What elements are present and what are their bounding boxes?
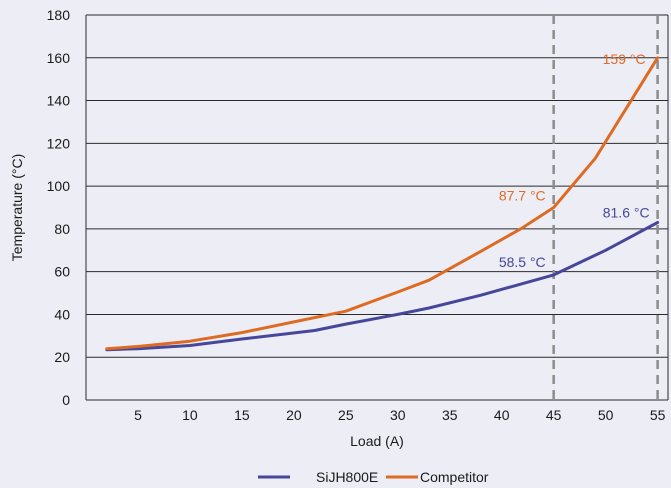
y-tick-label: 160 [47,50,71,66]
y-tick-label: 80 [54,221,70,237]
annotation-label: 58.5 °C [499,254,546,270]
x-tick-label: 55 [650,407,666,423]
x-axis-ticks: 5 10 15 20 25 30 35 40 45 50 55 [134,407,666,423]
y-tick-label: 60 [54,264,70,280]
axes [85,15,669,400]
y-tick-label: 0 [62,392,70,408]
x-tick-label: 15 [234,407,250,423]
legend-label: Competitor [420,469,489,485]
annotation-label: 81.6 °C [603,204,650,220]
x-tick-label: 5 [134,407,142,423]
y-tick-label: 40 [54,306,70,322]
series-line-1 [105,56,660,351]
x-tick-label: 35 [442,407,458,423]
legend: SiJH800E Competitor [258,469,489,485]
y-tick-label: 100 [47,178,71,194]
reference-lines [552,15,659,400]
legend-label: SiJH800E [316,469,378,485]
y-tick-label: 20 [54,349,70,365]
series-line-0 [105,221,660,352]
y-tick-label: 120 [47,135,71,151]
annotation-label: 87.7 °C [499,187,546,203]
y-tick-label: 140 [47,93,71,109]
grid-lines [86,14,668,401]
x-tick-label: 30 [390,407,406,423]
x-tick-label: 20 [286,407,302,423]
x-tick-label: 10 [182,407,198,423]
y-tick-label: 180 [47,7,71,23]
x-axis-title: Load (A) [350,433,404,449]
y-axis-title: Temperature (°C) [9,154,25,262]
annotations: 159 °C 87.7 °C 58.5 °C 81.6 °C [499,51,650,270]
y-axis-ticks: 0 20 40 60 80 100 120 140 160 180 [47,7,71,408]
annotation-label: 159 °C [603,51,646,67]
x-tick-label: 25 [338,407,354,423]
x-tick-label: 45 [546,407,562,423]
series-lines [105,56,660,352]
x-tick-label: 50 [598,407,614,423]
x-tick-label: 40 [494,407,510,423]
